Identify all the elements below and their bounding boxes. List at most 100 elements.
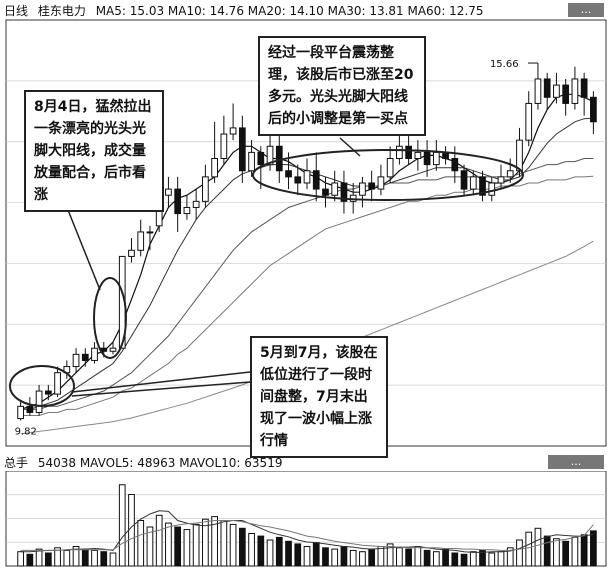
volume-mavol10-line (20, 520, 594, 551)
volume-bar-up (128, 494, 135, 567)
candle-up (17, 405, 24, 420)
candle-down (451, 158, 459, 172)
volume-bar-up (54, 547, 61, 567)
annotation-aug4: 8月4日，猛然拉出一条漂亮的光头光脚大阳线，成交量放量配合，后市看涨 (24, 90, 164, 212)
volume-bar-up (220, 520, 228, 567)
volume-bar-up (553, 538, 560, 567)
candle-up (506, 170, 514, 178)
candle-down (81, 353, 89, 361)
candle-down (44, 390, 52, 395)
volume-panel-button[interactable]: ... (548, 455, 604, 469)
candle-up (377, 176, 385, 190)
highlight-platform (252, 149, 524, 201)
volume-bar-down (275, 536, 283, 567)
volume-bar-up (414, 546, 422, 567)
volume-bar-up (17, 551, 24, 567)
candle-up (146, 231, 154, 234)
candle-up (35, 390, 43, 413)
volume-bar-up (137, 520, 145, 567)
period-label[interactable]: 日线 (4, 4, 29, 18)
volume-bar-up (303, 546, 311, 567)
volume-bar-up (91, 549, 98, 567)
candle-down (562, 84, 570, 104)
candle-down (26, 405, 34, 413)
candle-up (91, 347, 98, 361)
volume-bar-up (534, 527, 542, 567)
candle-up (183, 206, 191, 215)
pointer-may-july-2 (71, 381, 251, 397)
candle-up (202, 176, 209, 202)
candle-up (432, 151, 440, 166)
annotation-may-july: 5月到7月，该股在低位进行了一段时间盘整，7月末出现了一波小幅上涨行情 (250, 336, 388, 458)
volume-bar-down (312, 542, 320, 567)
candle-up (469, 176, 477, 190)
volume-bar-up (349, 549, 357, 567)
volume-bar-up (109, 552, 117, 567)
pointer-may-july-1 (71, 371, 251, 393)
volume-bar-up (63, 549, 71, 567)
volume-bar-up (469, 551, 477, 567)
annotation-platform-text: 经过一段平台震荡整理，该股后市已涨至20多元。光头光脚大阳线后的小调整是第一买点 (268, 45, 414, 127)
volume-bar-down (294, 543, 302, 567)
candle-up (192, 200, 200, 208)
candle-down (322, 188, 329, 196)
highlight-consolidation (9, 365, 75, 407)
volume-bar-down (423, 549, 431, 567)
candle-up (525, 102, 533, 141)
volume-values: 54038 MAVOL5: 48963 MAVOL10: 63519 (37, 456, 283, 470)
low-price-label: 9.82 (15, 426, 37, 437)
candle-up (128, 249, 135, 257)
volume-bar-up (118, 484, 126, 567)
volume-bar-up (516, 539, 523, 567)
volume-header-bg (0, 449, 609, 471)
volume-bar-up (432, 551, 440, 567)
candle-down (174, 188, 182, 215)
candle-down (479, 176, 486, 196)
volume-bar-down (451, 552, 459, 567)
candle-down (312, 170, 320, 190)
candle-up (359, 182, 366, 196)
high-price-label: 15.66 (490, 59, 519, 70)
candle-up (396, 145, 403, 160)
volume-bar-up (497, 551, 505, 567)
volume-bar-down (174, 526, 182, 567)
volume-bar-up (525, 531, 533, 567)
volume-bar-down (562, 540, 570, 567)
volume-bar-up (571, 536, 579, 567)
candle-down (580, 78, 588, 98)
volume-bar-down (442, 548, 449, 567)
volume-bar-down (322, 547, 329, 567)
candle-up (109, 347, 117, 352)
candle-up (229, 127, 237, 135)
volume-bar-up (396, 547, 403, 567)
volume-bar-up (155, 514, 163, 567)
ma-line-ma30 (20, 175, 594, 416)
volume-bar-down (238, 527, 246, 567)
volume-bar-down (340, 546, 348, 567)
ma-values: MA5: 15.03 MA10: 14.76 MA20: 14.10 MA30:… (95, 4, 484, 18)
candle-up (248, 151, 255, 172)
volume-bar-up (248, 533, 255, 567)
price-panel-button-label: ... (580, 3, 592, 16)
candle-down (275, 145, 283, 172)
candle-up (303, 170, 311, 184)
candle-up (516, 139, 523, 172)
volume-bar-up (377, 546, 385, 567)
candle-down (257, 151, 265, 166)
price-panel-button[interactable]: ... (568, 3, 604, 17)
volume-bar-down (580, 534, 588, 567)
annotation-platform: 经过一段平台震荡整理，该股后市已涨至20多元。光头光脚大阳线后的小调整是第一买点 (258, 36, 426, 136)
candle-up (331, 182, 339, 196)
volume-panel-button-label: ... (570, 455, 582, 468)
volume-bar-up (35, 548, 43, 567)
candle-up (72, 353, 80, 368)
candle-up (54, 372, 61, 395)
volume-bar-up (165, 522, 172, 567)
annotation-may-july-text: 5月到7月，该股在低位进行了一段时间盘整，7月末出现了一波小幅上涨行情 (260, 345, 378, 449)
volume-bar-up (211, 516, 218, 567)
candle-down (294, 176, 302, 184)
candle-down (543, 78, 551, 98)
volume-label: 总手 (4, 456, 29, 470)
annotation-aug4-text: 8月4日，猛然拉出一条漂亮的光头光脚大阳线，成交量放量配合，后市看涨 (34, 99, 152, 203)
